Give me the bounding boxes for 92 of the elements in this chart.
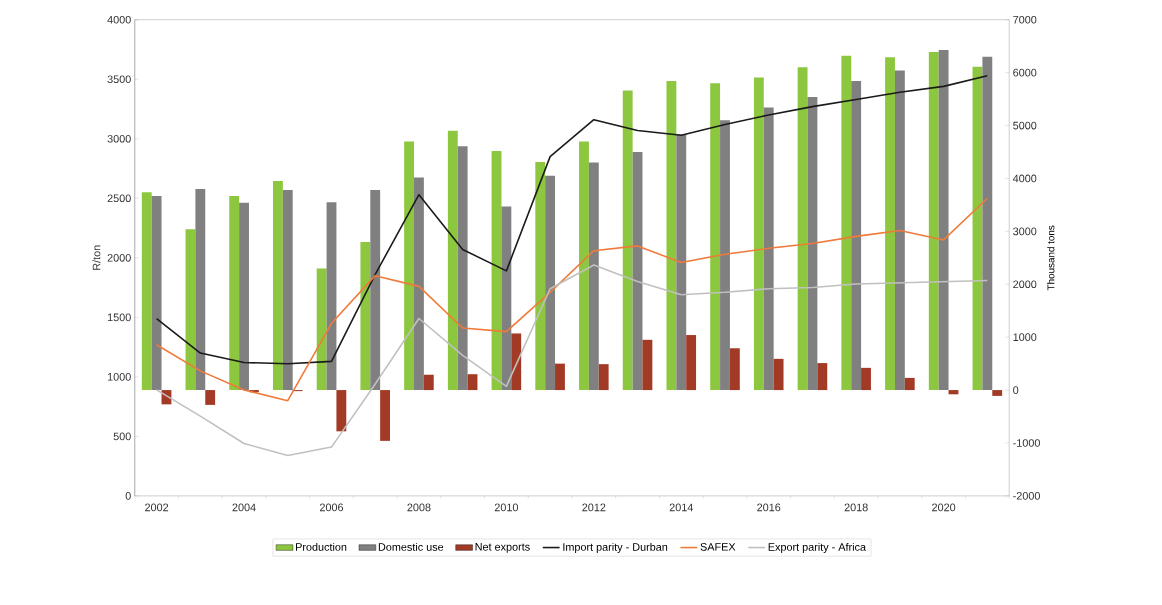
bar [380,389,390,441]
bar [622,90,633,390]
bar [928,51,939,390]
bar [861,367,871,390]
y2-tick-label: 3000 [1013,227,1037,236]
y-tick-label: 2000 [107,253,131,262]
y-tick-label: 3500 [107,75,131,83]
bar [282,189,293,390]
legend-label: Domestic use [378,542,444,551]
bar [632,151,643,390]
y2-tick-label: 1000 [1013,333,1037,341]
bar [972,66,983,390]
line-series [155,197,989,402]
y-tick-label: 3000 [107,134,131,143]
legend-label: Import parity - Durban [563,542,668,553]
bar [729,348,740,390]
bar [360,241,371,390]
y2-tick-label: -2000 [1013,491,1040,500]
y-tick-label: 1500 [107,313,131,322]
bar [414,177,424,390]
y2-tick-label: 5000 [1013,121,1037,130]
y2-tick-label: -1000 [1013,438,1040,447]
bar [773,358,784,390]
x-tick-label: 2004 [232,503,256,512]
bar [720,120,730,390]
legend-label: Export parity - Africa [768,542,867,553]
bar [316,268,327,390]
bar [447,130,458,390]
y2-tick-label: 4000 [1012,174,1037,183]
y-axis-title: R/ton [92,245,101,270]
bar [579,141,589,390]
bar [763,107,774,390]
y-tick-label: 0 [125,491,131,500]
bar [336,389,347,432]
bar [894,70,905,390]
bar [938,49,949,390]
y-tick-label: 2500 [107,194,131,202]
bar [588,162,599,390]
bar [555,363,565,390]
x-tick-label: 2016 [757,503,781,512]
x-tick-label: 2018 [844,503,868,512]
x-tick-label: 2002 [145,503,169,512]
bar [841,55,852,390]
bar [982,56,993,390]
y2-tick-label: 6000 [1013,68,1037,77]
bar [642,339,653,390]
bar [229,195,240,390]
x-tick-label: 2006 [319,503,344,512]
line-series [155,74,989,365]
bar [545,175,556,390]
bar [423,374,434,390]
bar [239,202,249,390]
x-tick-label: 2014 [669,503,694,512]
bar [151,195,162,390]
bar [676,134,687,390]
bar [535,161,546,390]
bar [992,389,1003,396]
bar [511,333,522,390]
bar [851,80,862,390]
y2-tick-label: 0 [1013,386,1019,394]
bar [904,377,915,390]
bar [205,389,216,405]
bar [710,83,721,390]
x-tick-label: 2008 [407,503,431,512]
x-tick-label: 2012 [582,503,606,512]
y-tick-label: 500 [113,432,131,441]
legend-label: Net exports [475,542,530,553]
bar [817,362,828,390]
bar [666,80,677,390]
bar [457,146,468,390]
y2-axis-title: Thousand tons [1047,225,1055,291]
bar [686,334,697,390]
bar [885,57,895,390]
bar [797,67,808,390]
bar [195,188,206,390]
bar [598,363,609,390]
bar [370,189,381,390]
bar [807,96,818,390]
x-tick-label: 2010 [494,503,519,512]
legend-label: Production [296,542,347,551]
legend-label: SAFEX [700,542,736,551]
bar [467,374,478,390]
x-tick-label: 2020 [932,503,956,512]
bar [141,192,152,390]
bar [501,206,512,390]
y-tick-label: 1000 [107,372,131,381]
bar [272,180,283,390]
bar [404,141,415,390]
y2-tick-label: 7000 [1013,15,1037,24]
y2-tick-label: 2000 [1013,280,1037,288]
bar [753,77,764,390]
y-tick-label: 4000 [107,15,131,24]
